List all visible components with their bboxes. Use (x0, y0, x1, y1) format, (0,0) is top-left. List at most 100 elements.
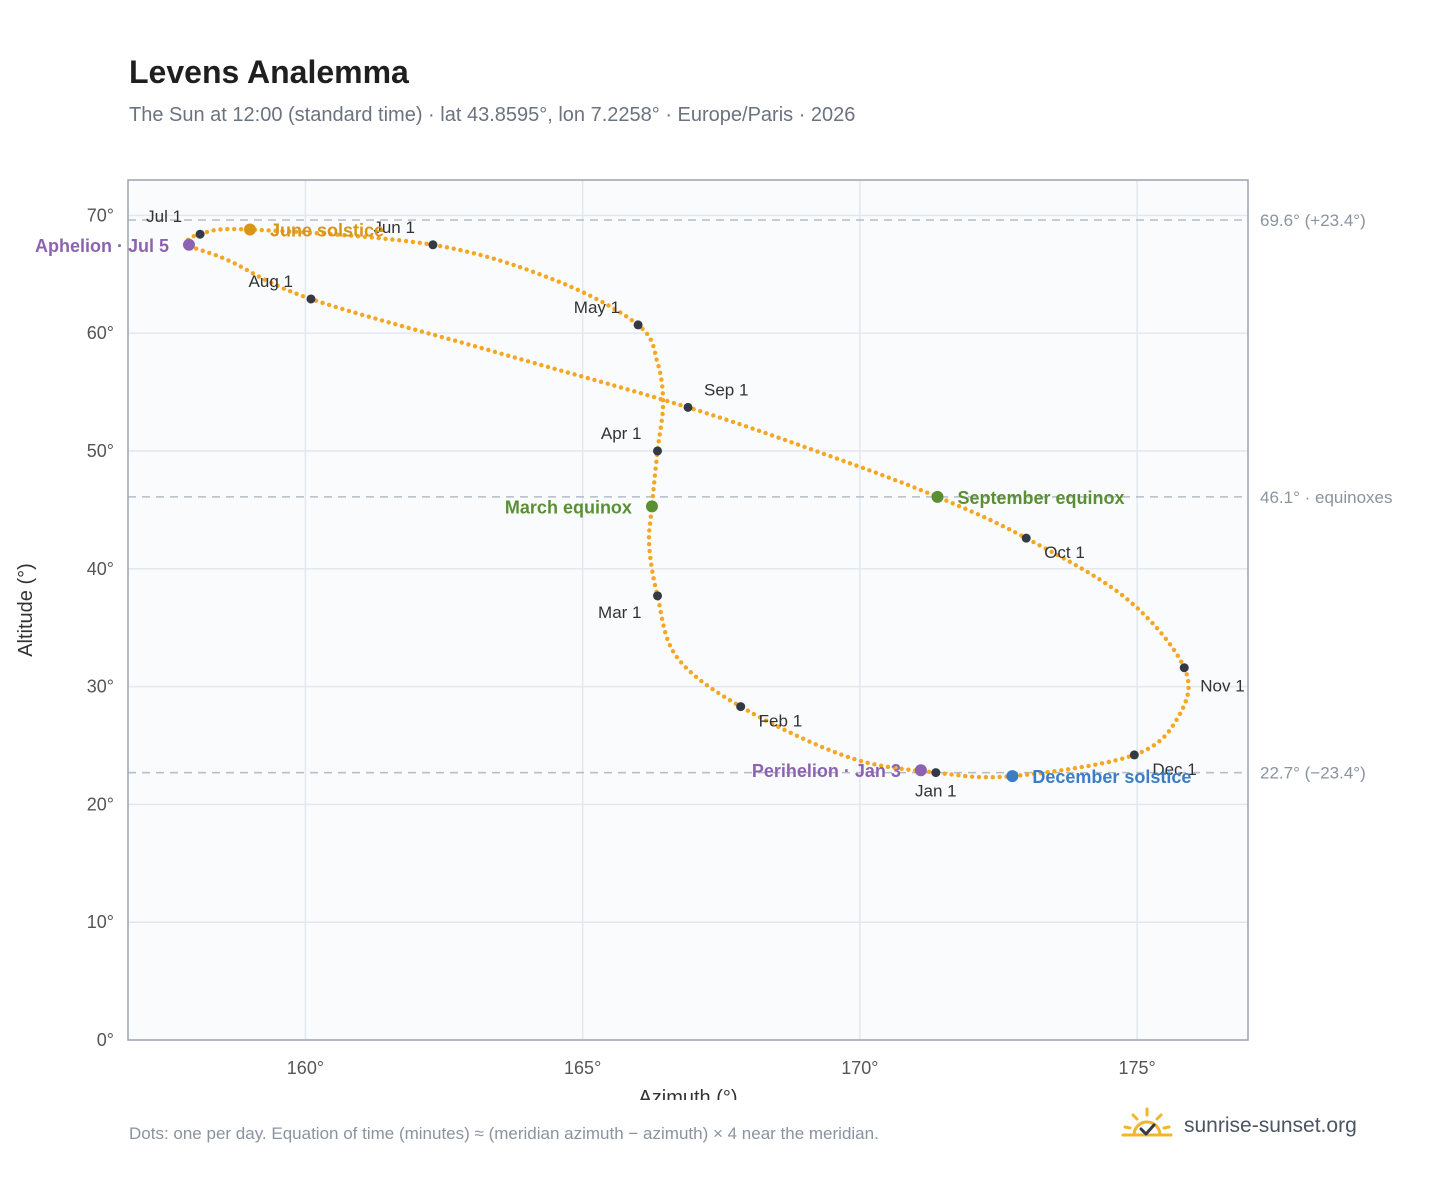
day-dot (651, 394, 657, 400)
day-dot (647, 548, 652, 554)
day-dot (532, 360, 537, 366)
day-dot (661, 623, 666, 628)
day-dot (944, 498, 949, 503)
day-dot (969, 509, 974, 514)
day-dot (524, 267, 529, 272)
day-dot (321, 231, 326, 236)
day-dot (1180, 705, 1186, 710)
day-dot (340, 306, 345, 312)
day-dot (660, 404, 666, 410)
day-dot (1163, 636, 1169, 642)
day-dot (511, 262, 516, 268)
y-tick-label: 40° (87, 559, 114, 579)
footnote: Dots: one per day. Equation of time (min… (129, 1124, 879, 1143)
day-dot (648, 514, 654, 519)
day-dot (769, 433, 775, 438)
y-tick-label: 20° (87, 794, 114, 814)
day-dot (275, 283, 280, 288)
day-dot (1079, 566, 1084, 571)
day-dot (362, 234, 368, 240)
day-dot (459, 340, 464, 345)
day-dot (652, 582, 658, 588)
day-dot (575, 287, 580, 293)
day-dot (821, 451, 827, 457)
event-label: June solstice (270, 220, 384, 240)
day-dot (674, 654, 680, 660)
day-dot (646, 535, 652, 540)
day-dot (860, 465, 866, 471)
day-dot (925, 490, 930, 495)
event-label: December solstice (1032, 767, 1191, 787)
day-dot (439, 334, 445, 340)
x-axis-title: Azimuth (°) (638, 1087, 737, 1100)
day-dot (1183, 699, 1188, 704)
month-label: Mar 1 (598, 603, 641, 622)
day-dot (906, 767, 911, 772)
day-dot (269, 280, 274, 285)
day-dot (1135, 606, 1140, 611)
day-dot (963, 506, 968, 511)
day-dot (618, 310, 623, 315)
month-label: Jun 1 (373, 218, 415, 237)
day-dot (826, 747, 831, 752)
day-dot (556, 279, 561, 284)
day-dot (238, 264, 244, 269)
day-dot (750, 426, 755, 431)
day-dot (1177, 711, 1183, 717)
day-dot (648, 337, 654, 342)
reference-line-label: 22.7° (−23.4°) (1260, 764, 1366, 783)
y-tick-label: 50° (87, 441, 114, 461)
day-dot (451, 246, 456, 251)
day-dot (519, 357, 524, 362)
month-label: Nov 1 (1200, 677, 1244, 696)
day-dot (658, 396, 663, 402)
day-dot (1150, 620, 1155, 626)
day-dot (994, 520, 999, 526)
day-dot (605, 381, 610, 386)
day-dot (572, 372, 577, 377)
day-dot (618, 385, 624, 390)
day-dot (1175, 653, 1180, 658)
day-dot (845, 754, 851, 760)
day-dot (314, 231, 320, 236)
day-dot (776, 435, 781, 440)
day-dot (660, 411, 665, 417)
event-label: September equinox (958, 488, 1125, 508)
day-dot (839, 752, 844, 757)
day-dot (191, 233, 196, 239)
day-dot (649, 562, 654, 567)
day-dot (644, 331, 650, 337)
day-dot (1045, 769, 1050, 775)
month-marker (1021, 533, 1031, 543)
day-dot (905, 482, 911, 488)
day-dot (658, 425, 663, 430)
brand[interactable]: sunrise-sunset.org (1120, 1104, 1357, 1148)
day-dot (262, 277, 268, 282)
day-dot (211, 228, 216, 233)
event-marker (182, 238, 195, 251)
day-dot (880, 472, 885, 478)
day-dot (795, 442, 801, 447)
month-label: Apr 1 (601, 424, 642, 443)
y-axis: 0° 10° 20° 30° 40° 50° 60° 70° (87, 205, 114, 1050)
day-dot (854, 463, 859, 468)
day-dot (782, 727, 787, 733)
day-dot (588, 293, 593, 298)
day-dot (688, 670, 693, 675)
plot-frame (127, 179, 1249, 1041)
day-dot (606, 303, 611, 308)
y-tick-label: 30° (87, 677, 114, 697)
day-dot (698, 409, 703, 414)
day-dot (1166, 729, 1172, 734)
day-dot (638, 391, 644, 396)
day-dot (745, 708, 751, 713)
day-dot (653, 466, 658, 471)
day-dot (545, 364, 551, 370)
day-dot (293, 229, 299, 235)
day-dot (899, 766, 904, 772)
day-dot (390, 237, 395, 242)
day-dot (559, 368, 564, 373)
day-dot (963, 773, 968, 779)
day-dot (721, 694, 727, 699)
day-dot (808, 447, 814, 452)
